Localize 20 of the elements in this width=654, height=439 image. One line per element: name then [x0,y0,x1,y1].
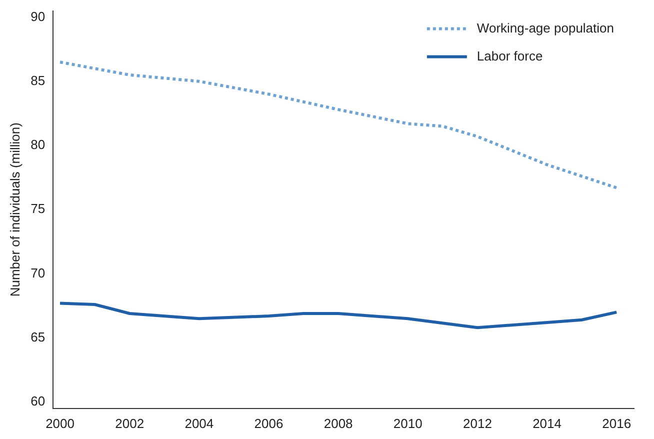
x-tick-label: 2016 [602,416,632,431]
y-tick-label: 75 [30,201,46,216]
x-tick-label: 2008 [324,416,353,431]
y-tick-label: 80 [30,137,46,152]
x-tick-label: 2004 [184,416,214,431]
y-tick-label: 65 [30,329,46,344]
y-axis-title: Number of individuals (million) [7,122,22,297]
y-tick-label: 90 [30,8,46,24]
x-tick-label: 2012 [463,416,492,431]
y-tick-label: 85 [30,72,46,88]
legend-label: Working-age population [476,20,614,36]
x-tick-label: 2006 [254,416,284,431]
x-tick-label: 2002 [115,416,144,431]
line-series [58,60,618,190]
x-tick-label: 2000 [46,416,74,431]
y-tick-label: 70 [30,265,46,280]
legend-label: Labor force [476,48,543,64]
y-tick-label: 60 [30,394,46,409]
x-tick-label: 2010 [393,416,422,431]
x-tick-label: 2014 [532,416,562,431]
